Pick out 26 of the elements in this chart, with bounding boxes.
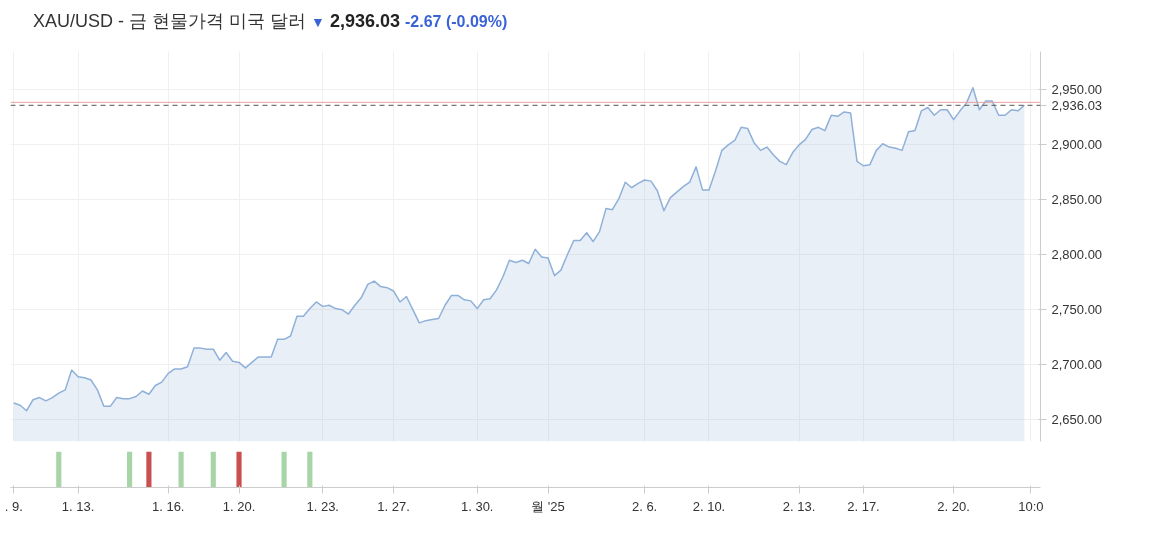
chart-title: XAU/USD - 금 현물가격 미국 달러 bbox=[33, 11, 307, 31]
x-tick-label: 2. 6. bbox=[631, 498, 658, 514]
x-tick-label: 1. 16. bbox=[151, 498, 185, 514]
text: -2.67 (-0.09%) bbox=[404, 13, 508, 30]
x-tick-label: 1. 30. bbox=[460, 498, 494, 514]
y-tick-label: 2,950.00 bbox=[1051, 82, 1103, 98]
text: 2,936.03 bbox=[329, 11, 400, 31]
x-tick-label: 2. 10. bbox=[692, 498, 726, 514]
x-tick-label: 1. 13. bbox=[61, 498, 95, 514]
text: ▼ bbox=[311, 14, 325, 30]
ref-line-label: 2,936.03 bbox=[1051, 97, 1103, 113]
x-tick-label: 2. 13. bbox=[782, 498, 816, 514]
y-tick-label: 2,700.00 bbox=[1051, 357, 1103, 373]
y-tick-label: 2,650.00 bbox=[1051, 412, 1103, 428]
x-tick-label: 월 '25 bbox=[531, 498, 565, 514]
x-tick-label: 1. 27. bbox=[377, 498, 410, 514]
y-tick-label: 2,800.00 bbox=[1051, 247, 1103, 263]
x-tick-label: 2. 17. bbox=[847, 498, 880, 514]
x-tick-label: 2. 20. bbox=[937, 498, 970, 514]
x-tick-label: 1. 20. bbox=[222, 498, 256, 514]
y-tick-label: 2,750.00 bbox=[1051, 302, 1103, 318]
x-tick-label: 10:0 bbox=[1018, 498, 1044, 514]
y-tick-label: 2,900.00 bbox=[1051, 137, 1103, 153]
x-tick-label: . 9. bbox=[4, 498, 23, 514]
x-tick-label: 1. 23. bbox=[306, 498, 339, 514]
y-tick-label: 2,850.00 bbox=[1051, 192, 1103, 208]
